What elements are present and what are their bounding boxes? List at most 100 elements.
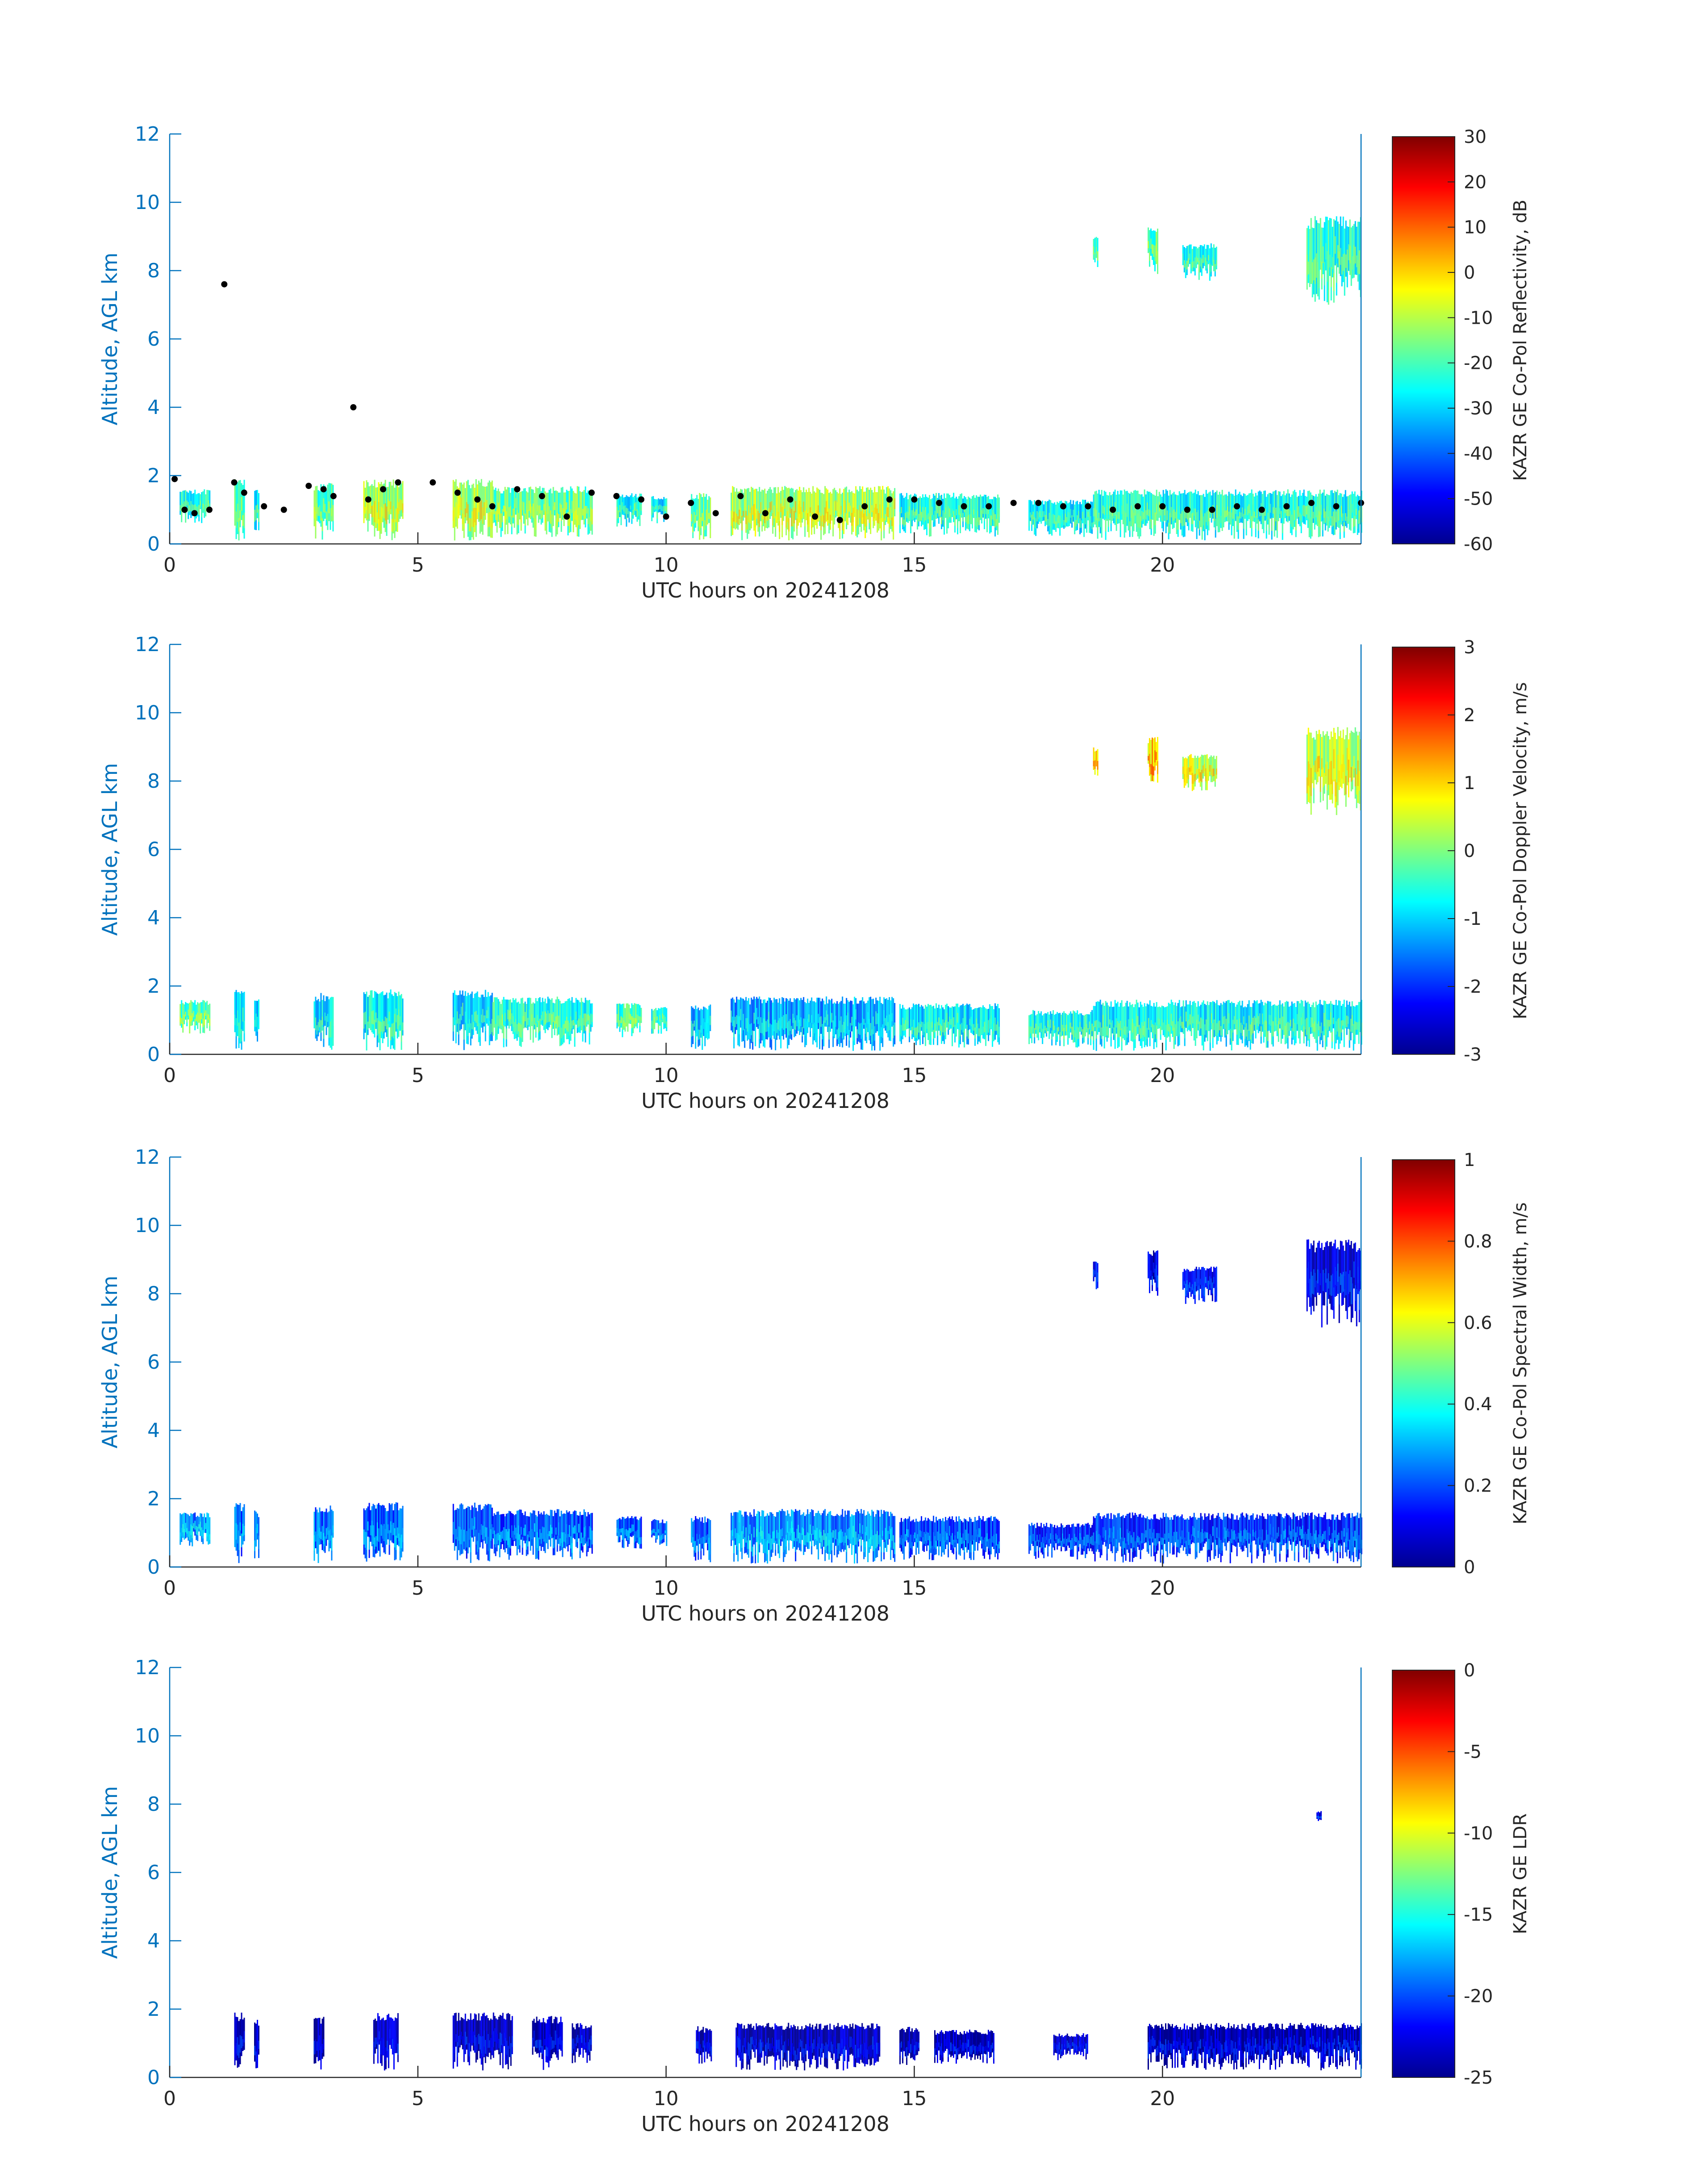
echo-field bbox=[180, 727, 1362, 1051]
echo-region bbox=[1182, 754, 1217, 791]
marker-point bbox=[320, 486, 327, 493]
colorbar-tick-label: 30 bbox=[1464, 127, 1487, 147]
echo-region bbox=[1093, 1512, 1362, 1564]
y-tick-label: 4 bbox=[147, 907, 160, 929]
x-axis-label: UTC hours on 20241208 bbox=[641, 1089, 889, 1113]
marker-point bbox=[206, 506, 213, 513]
y-tick-label: 6 bbox=[147, 1861, 160, 1884]
radar-panel-1: 0 2 4 6 8 10 12 0 5 10 15 20 UTC hours on 20241208 Al… bbox=[98, 123, 1531, 602]
echo-region bbox=[735, 2022, 881, 2071]
x-tick-label: 0 bbox=[163, 554, 176, 577]
echo-region bbox=[452, 479, 493, 541]
echo-region bbox=[1306, 1239, 1361, 1328]
echo-region bbox=[254, 490, 259, 531]
echo-region bbox=[313, 1505, 334, 1563]
marker-point bbox=[280, 506, 287, 513]
marker-point bbox=[380, 486, 386, 493]
echo-region bbox=[452, 990, 493, 1050]
marker-point bbox=[350, 404, 357, 410]
echo-region bbox=[731, 1509, 896, 1564]
x-tick-label: 5 bbox=[412, 1064, 424, 1087]
y-axis-label: Altitude, AGL km bbox=[98, 1275, 122, 1448]
echo-region bbox=[1093, 237, 1098, 267]
marker-point bbox=[474, 496, 481, 503]
echo-region bbox=[180, 1512, 211, 1546]
colorbar-tick-label: 1 bbox=[1464, 773, 1475, 794]
y-tick-label: 8 bbox=[147, 1793, 160, 1816]
marker-point bbox=[1110, 506, 1116, 513]
echo-region bbox=[616, 493, 642, 527]
y-tick-label: 0 bbox=[147, 1043, 160, 1066]
echo-region bbox=[696, 2026, 712, 2064]
colorbar-tick-label: -20 bbox=[1464, 1986, 1493, 2007]
x-axis-label: UTC hours on 20241208 bbox=[641, 578, 889, 602]
colorbar-label: KAZR GE Co-Pol Doppler Velocity, m/s bbox=[1510, 682, 1531, 1020]
y-tick-label: 12 bbox=[135, 1656, 160, 1679]
colorbar-tick-label: 0 bbox=[1464, 841, 1475, 861]
marker-point bbox=[688, 500, 694, 506]
colorbar-tick-label: 2 bbox=[1464, 705, 1475, 726]
echo-field bbox=[180, 216, 1362, 541]
echo-region bbox=[452, 2012, 513, 2071]
colorbar-label: KAZR GE LDR bbox=[1510, 1813, 1531, 1935]
marker-point bbox=[454, 489, 461, 496]
y-tick-label: 2 bbox=[147, 1998, 160, 2021]
x-tick-label: 10 bbox=[654, 1577, 679, 1600]
colorbar-label: KAZR GE Co-Pol Reflectivity, dB bbox=[1510, 200, 1531, 481]
y-tick-label: 12 bbox=[135, 1146, 160, 1169]
colorbar-tick-label: 0 bbox=[1464, 263, 1475, 283]
echo-region bbox=[691, 493, 711, 540]
colorbar-tick-label: 20 bbox=[1464, 172, 1487, 192]
x-tick-label: 10 bbox=[654, 2087, 679, 2110]
marker-point bbox=[638, 496, 645, 503]
echo-region bbox=[651, 1007, 668, 1034]
echo-region bbox=[572, 2023, 592, 2064]
x-tick-label: 15 bbox=[902, 2087, 927, 2110]
y-tick-label: 2 bbox=[147, 975, 160, 998]
x-tick-label: 20 bbox=[1150, 1064, 1175, 1087]
y-tick-label: 0 bbox=[147, 2066, 160, 2089]
colorbar-gradient bbox=[1392, 1159, 1455, 1567]
colorbar-label: KAZR GE Co-Pol Spectral Width, m/s bbox=[1510, 1202, 1531, 1524]
y-tick-label: 6 bbox=[147, 328, 160, 351]
x-tick-label: 0 bbox=[163, 2087, 176, 2110]
marker-point bbox=[613, 493, 620, 499]
marker-point bbox=[191, 510, 198, 517]
colorbar-tick-label: -5 bbox=[1464, 1742, 1482, 1762]
echo-region bbox=[492, 996, 593, 1048]
marker-point bbox=[812, 513, 819, 520]
echo-region bbox=[234, 990, 245, 1050]
y-tick-label: 0 bbox=[147, 1556, 160, 1579]
echo-region bbox=[899, 1003, 1000, 1048]
echo-region bbox=[254, 2020, 259, 2068]
colorbar-tick-label: 3 bbox=[1464, 637, 1475, 658]
marker-point bbox=[1234, 503, 1240, 510]
marker-point bbox=[181, 506, 188, 513]
colorbar-tick-label: 0.6 bbox=[1464, 1313, 1492, 1333]
y-tick-label: 2 bbox=[147, 1488, 160, 1510]
colorbar-tick-label: -10 bbox=[1464, 1823, 1493, 1844]
y-tick-label: 12 bbox=[135, 123, 160, 146]
colorbar-tick-label: 0.8 bbox=[1464, 1231, 1492, 1252]
y-tick-label: 10 bbox=[135, 702, 160, 724]
echo-region bbox=[1148, 227, 1158, 274]
marker-point bbox=[305, 483, 312, 489]
echo-region bbox=[1093, 489, 1362, 540]
echo-region bbox=[313, 483, 334, 540]
marker-point bbox=[1060, 503, 1066, 510]
colorbar-tick-label: 0 bbox=[1464, 1557, 1475, 1578]
echo-region bbox=[1148, 2022, 1362, 2071]
echo-region bbox=[1028, 1010, 1094, 1048]
marker-point bbox=[737, 493, 744, 499]
marker-point bbox=[787, 496, 793, 503]
echo-region bbox=[1028, 1522, 1094, 1560]
colorbar-gradient bbox=[1392, 1670, 1455, 2078]
echo-region bbox=[1028, 499, 1094, 537]
echo-region bbox=[452, 1502, 493, 1563]
echo-region bbox=[313, 2017, 325, 2070]
echo-region bbox=[934, 2030, 994, 2064]
echo-region bbox=[1182, 1266, 1217, 1304]
y-tick-label: 4 bbox=[147, 1419, 160, 1442]
echo-region bbox=[1182, 243, 1217, 281]
colorbar-gradient bbox=[1392, 136, 1455, 544]
